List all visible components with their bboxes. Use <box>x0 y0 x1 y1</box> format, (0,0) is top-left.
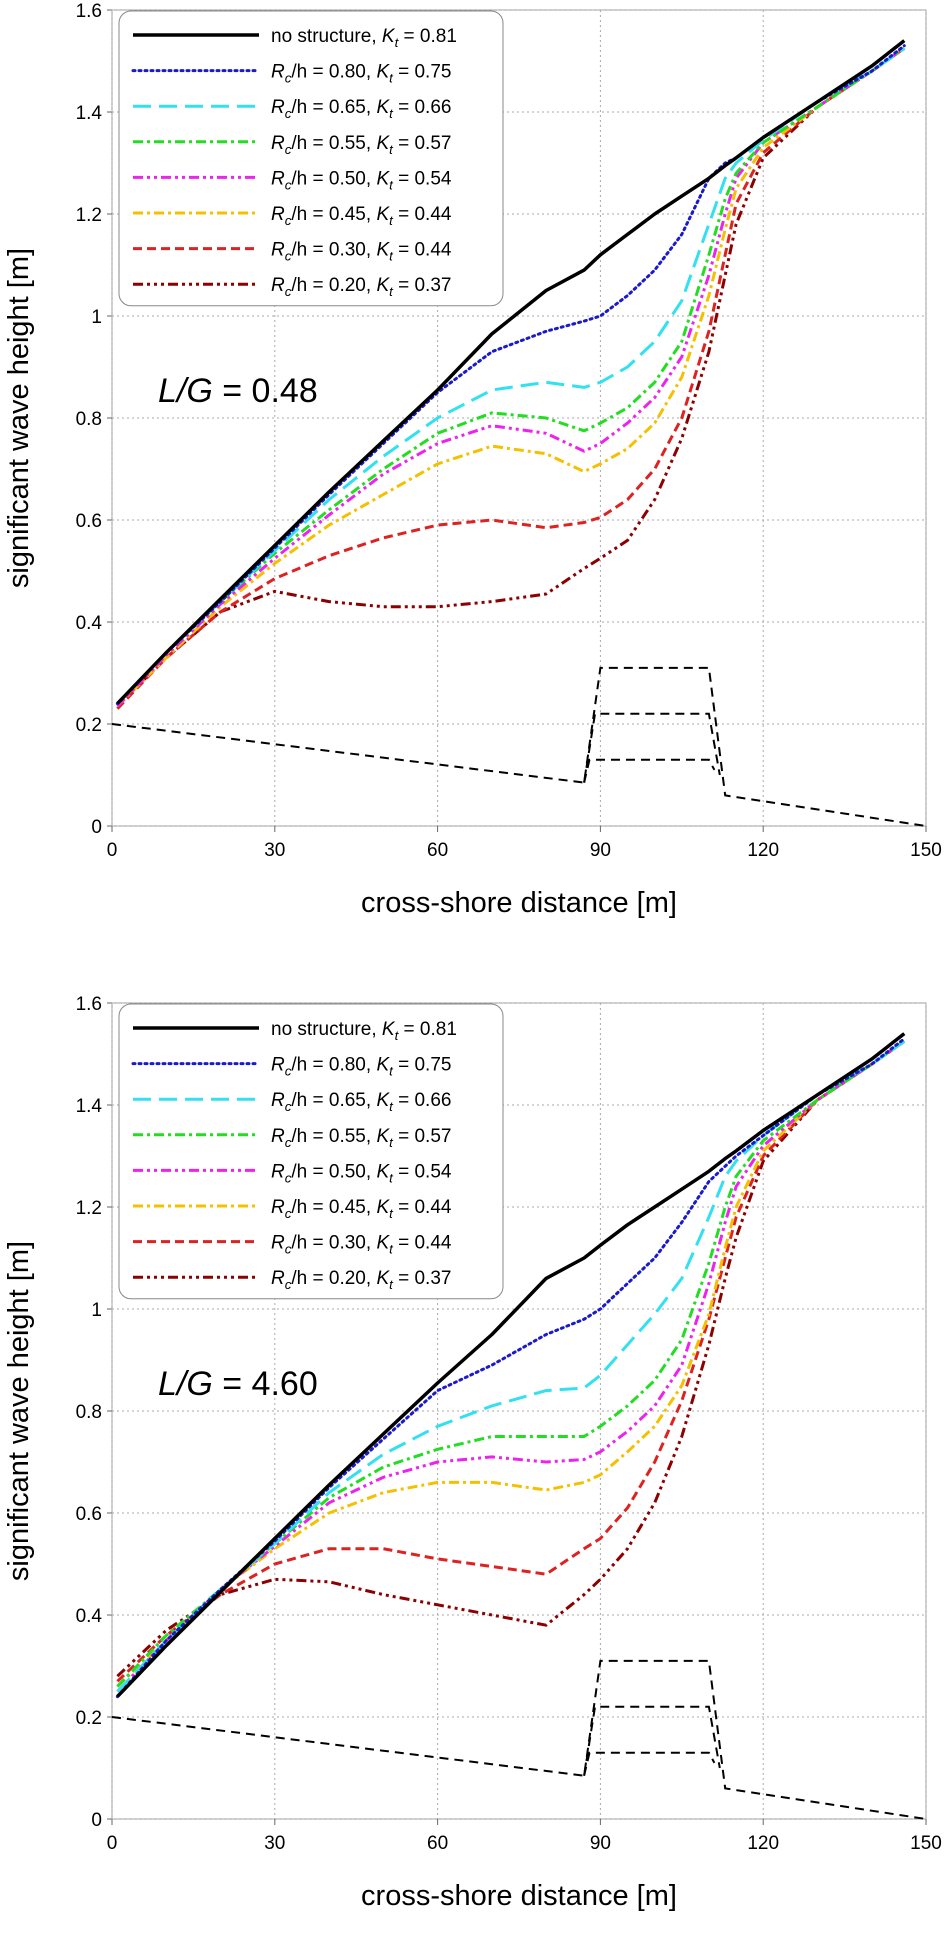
legend-label: Rc​/h = 0.20, Kt​ = 0.37 <box>271 275 451 299</box>
x-tick-label: 30 <box>264 840 285 861</box>
chart-panel: 0 0.2 0.4 0.6 0.8 1 1.2 1.4 1.6 0 30 60 90 120 150 cros… <box>3 1 942 919</box>
x-tick-label: 90 <box>590 1833 611 1854</box>
x-tick-label: 90 <box>590 840 611 861</box>
y-axis-title: significant wave height [m] <box>3 1241 35 1581</box>
y-tick-label: 0 <box>91 1810 102 1831</box>
series-line <box>115 1037 906 1699</box>
y-tick-label: 0.8 <box>76 409 102 430</box>
x-tick-label: 30 <box>264 1833 285 1854</box>
legend-label: Rc​/h = 0.45, Kt​ = 0.44 <box>271 1197 452 1221</box>
legend-box <box>118 10 504 307</box>
x-tick-label: 0 <box>107 840 118 861</box>
legend-label: Rc​/h = 0.45, Kt​ = 0.44 <box>271 204 452 228</box>
legend-label: Rc​/h = 0.55, Kt​ = 0.57 <box>271 133 451 157</box>
y-tick-label: 0.4 <box>76 613 103 634</box>
y-tick-label: 1.4 <box>76 1096 103 1117</box>
legend-label: Rc​/h = 0.80, Kt​ = 0.75 <box>271 62 451 86</box>
x-tick-label: 60 <box>427 840 448 861</box>
annotation: L/G = 0.48 <box>158 372 318 410</box>
x-tick-label: 60 <box>427 1833 448 1854</box>
legend: no structure, Kt​ = 0.81 Rc​/h = 0.80, Kt… <box>118 10 504 307</box>
y-tick-label: 0.6 <box>76 1504 102 1525</box>
bottom-profile <box>583 712 721 783</box>
bottom-profile <box>583 758 716 783</box>
y-tick-label: 1.2 <box>76 205 102 226</box>
y-tick-label: 0.8 <box>76 1402 102 1423</box>
bottom-profile <box>111 666 927 827</box>
chart-panel: 0 0.2 0.4 0.6 0.8 1 1.2 1.4 1.6 0 30 60 90 120 150 cros… <box>3 994 942 1912</box>
series-line <box>116 1040 906 1693</box>
legend-label: Rc​/h = 0.50, Kt​ = 0.54 <box>271 1161 452 1185</box>
legend-label: Rc​/h = 0.55, Kt​ = 0.57 <box>271 1126 451 1150</box>
legend-label: Rc​/h = 0.50, Kt​ = 0.54 <box>271 168 452 192</box>
series-line <box>116 1032 906 1698</box>
x-axis-title: cross-shore distance [m] <box>361 887 677 919</box>
series-line <box>116 47 906 705</box>
legend: no structure, Kt​ = 0.81 Rc​/h = 0.80, Kt… <box>118 1003 504 1300</box>
bottom-profile <box>583 1751 716 1776</box>
y-tick-label: 0.6 <box>76 511 102 532</box>
y-tick-label: 0.4 <box>76 1606 103 1627</box>
legend-box <box>118 1003 504 1300</box>
series-line <box>116 1040 906 1678</box>
y-tick-label: 0.2 <box>76 1708 102 1729</box>
series-line <box>116 1040 906 1683</box>
x-tick-label: 150 <box>910 1833 942 1854</box>
y-tick-label: 1.2 <box>76 1198 102 1219</box>
y-axis-title: significant wave height [m] <box>3 248 35 588</box>
series-line <box>116 47 906 708</box>
series-line <box>116 39 906 705</box>
y-tick-label: 1.6 <box>76 994 102 1015</box>
series-line <box>116 47 906 710</box>
x-axis-title: cross-shore distance [m] <box>361 1880 677 1912</box>
x-tick-label: 0 <box>107 1833 118 1854</box>
x-tick-label: 120 <box>747 1833 779 1854</box>
annotation: L/G = 4.60 <box>158 1365 318 1403</box>
legend-label: Rc​/h = 0.65, Kt​ = 0.66 <box>271 1090 451 1114</box>
legend-label: no structure, Kt​ = 0.81 <box>271 1019 457 1043</box>
legend-label: Rc​/h = 0.80, Kt​ = 0.75 <box>271 1055 451 1079</box>
legend-label: Rc​/h = 0.20, Kt​ = 0.37 <box>271 1268 451 1292</box>
y-tick-label: 0 <box>91 817 102 838</box>
y-tick-label: 1 <box>91 1300 102 1321</box>
legend-label: no structure, Kt​ = 0.81 <box>271 26 457 50</box>
series-line <box>116 47 906 705</box>
legend-label: Rc​/h = 0.65, Kt​ = 0.66 <box>271 97 451 121</box>
x-tick-label: 120 <box>747 840 779 861</box>
x-tick-label: 150 <box>910 840 942 861</box>
series-line <box>116 1040 906 1688</box>
series-line <box>116 47 906 708</box>
y-tick-label: 1.4 <box>76 103 103 124</box>
y-tick-label: 0.2 <box>76 715 102 736</box>
bottom-profile <box>111 1659 927 1820</box>
bottom-profile <box>583 1705 721 1776</box>
legend-label: Rc​/h = 0.30, Kt​ = 0.44 <box>271 240 452 264</box>
y-tick-label: 1 <box>91 307 102 328</box>
y-tick-label: 1.6 <box>76 1 102 22</box>
legend-label: Rc​/h = 0.30, Kt​ = 0.44 <box>271 1233 452 1257</box>
